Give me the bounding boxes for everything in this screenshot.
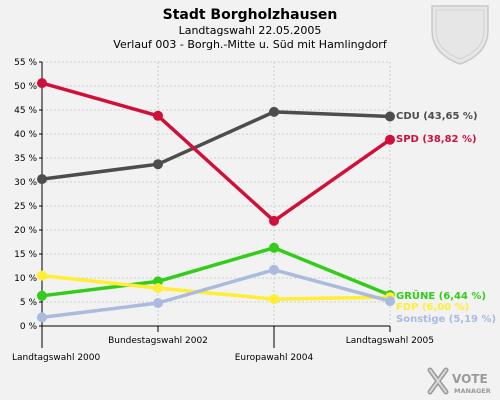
- data-point: [153, 110, 163, 121]
- coat-of-arms-icon: [431, 5, 489, 65]
- data-point: [153, 298, 163, 308]
- chart-subtitle: Landtagswahl 22.05.2005: [179, 24, 322, 37]
- data-point: [385, 134, 395, 145]
- data-point: [37, 78, 47, 89]
- data-point: [269, 294, 279, 305]
- data-point: [385, 296, 395, 307]
- x-tick-label: Bundestagswahl 2002: [108, 336, 208, 346]
- y-tick-label: 35 %: [14, 154, 37, 164]
- series-cdu: [37, 106, 395, 185]
- legend-entry: CDU (43,65 %): [396, 111, 478, 122]
- x-axis-ticks: Landtagswahl 2000 Bundestagswahl 2002 Euro…: [12, 326, 434, 363]
- y-tick-label: 40 %: [14, 130, 37, 140]
- data-point: [153, 283, 163, 294]
- data-point: [269, 215, 279, 226]
- data-point: [269, 264, 279, 275]
- data-point: [153, 159, 163, 170]
- series-line: [40, 110, 392, 181]
- grid: [42, 61, 391, 326]
- data-point: [37, 290, 47, 301]
- vote-x-icon: [427, 367, 449, 395]
- y-tick-label: 30 %: [14, 178, 37, 188]
- x-tick-label: Landtagswahl 2005: [346, 336, 434, 346]
- x-tick-label: Landtagswahl 2000: [12, 353, 101, 363]
- logo-text-manager: MANAGER: [454, 387, 491, 395]
- y-tick-label: 45 %: [14, 106, 37, 116]
- data-point: [269, 242, 279, 253]
- chart-title: Stadt Borgholzhausen: [163, 7, 338, 23]
- y-tick-label: 55 %: [14, 58, 37, 68]
- series-line: [40, 268, 392, 320]
- y-tick-label: 20 %: [14, 226, 37, 236]
- y-tick-label: 0 %: [20, 322, 38, 332]
- x-tick-label: Europawahl 2004: [235, 353, 314, 363]
- legend-entry: FDP (6,00 %): [396, 302, 469, 313]
- series-spd: [37, 78, 395, 226]
- legend: CDU (43,65 %) SPD (38,82 %) GRÜNE (6,44 %)…: [396, 111, 496, 325]
- series-line: [40, 81, 392, 223]
- legend-entry: SPD (38,82 %): [396, 134, 477, 145]
- data-point: [37, 312, 47, 323]
- series-line: [40, 273, 392, 301]
- logo-text-vote: VOTE: [452, 372, 488, 386]
- legend-entry: Sonstige (5,19 %): [396, 314, 496, 325]
- y-tick-label: 10 %: [14, 274, 37, 284]
- legend-entry: GRÜNE (6,44 %): [396, 288, 486, 302]
- series-sonstige: [37, 264, 395, 323]
- y-axis-ticks: 0 % 5 % 10 % 15 % 20 % 25 % 30 % 35 % 40 % 45 % 50…: [14, 58, 42, 332]
- data-point: [37, 270, 47, 281]
- y-tick-label: 25 %: [14, 202, 37, 212]
- data-point: [385, 111, 395, 122]
- series-group: [37, 78, 395, 323]
- y-tick-label: 50 %: [14, 82, 37, 92]
- vote-manager-logo: VOTE MANAGER: [427, 367, 491, 395]
- y-tick-label: 15 %: [14, 250, 37, 260]
- axes: [41, 62, 390, 327]
- chart-subtitle-2: Verlauf 003 - Borgh.-Mitte u. Süd mit Ha…: [113, 38, 388, 51]
- series-line: [40, 246, 392, 298]
- y-tick-label: 5 %: [20, 298, 38, 308]
- data-point: [269, 106, 279, 117]
- data-point: [37, 174, 47, 185]
